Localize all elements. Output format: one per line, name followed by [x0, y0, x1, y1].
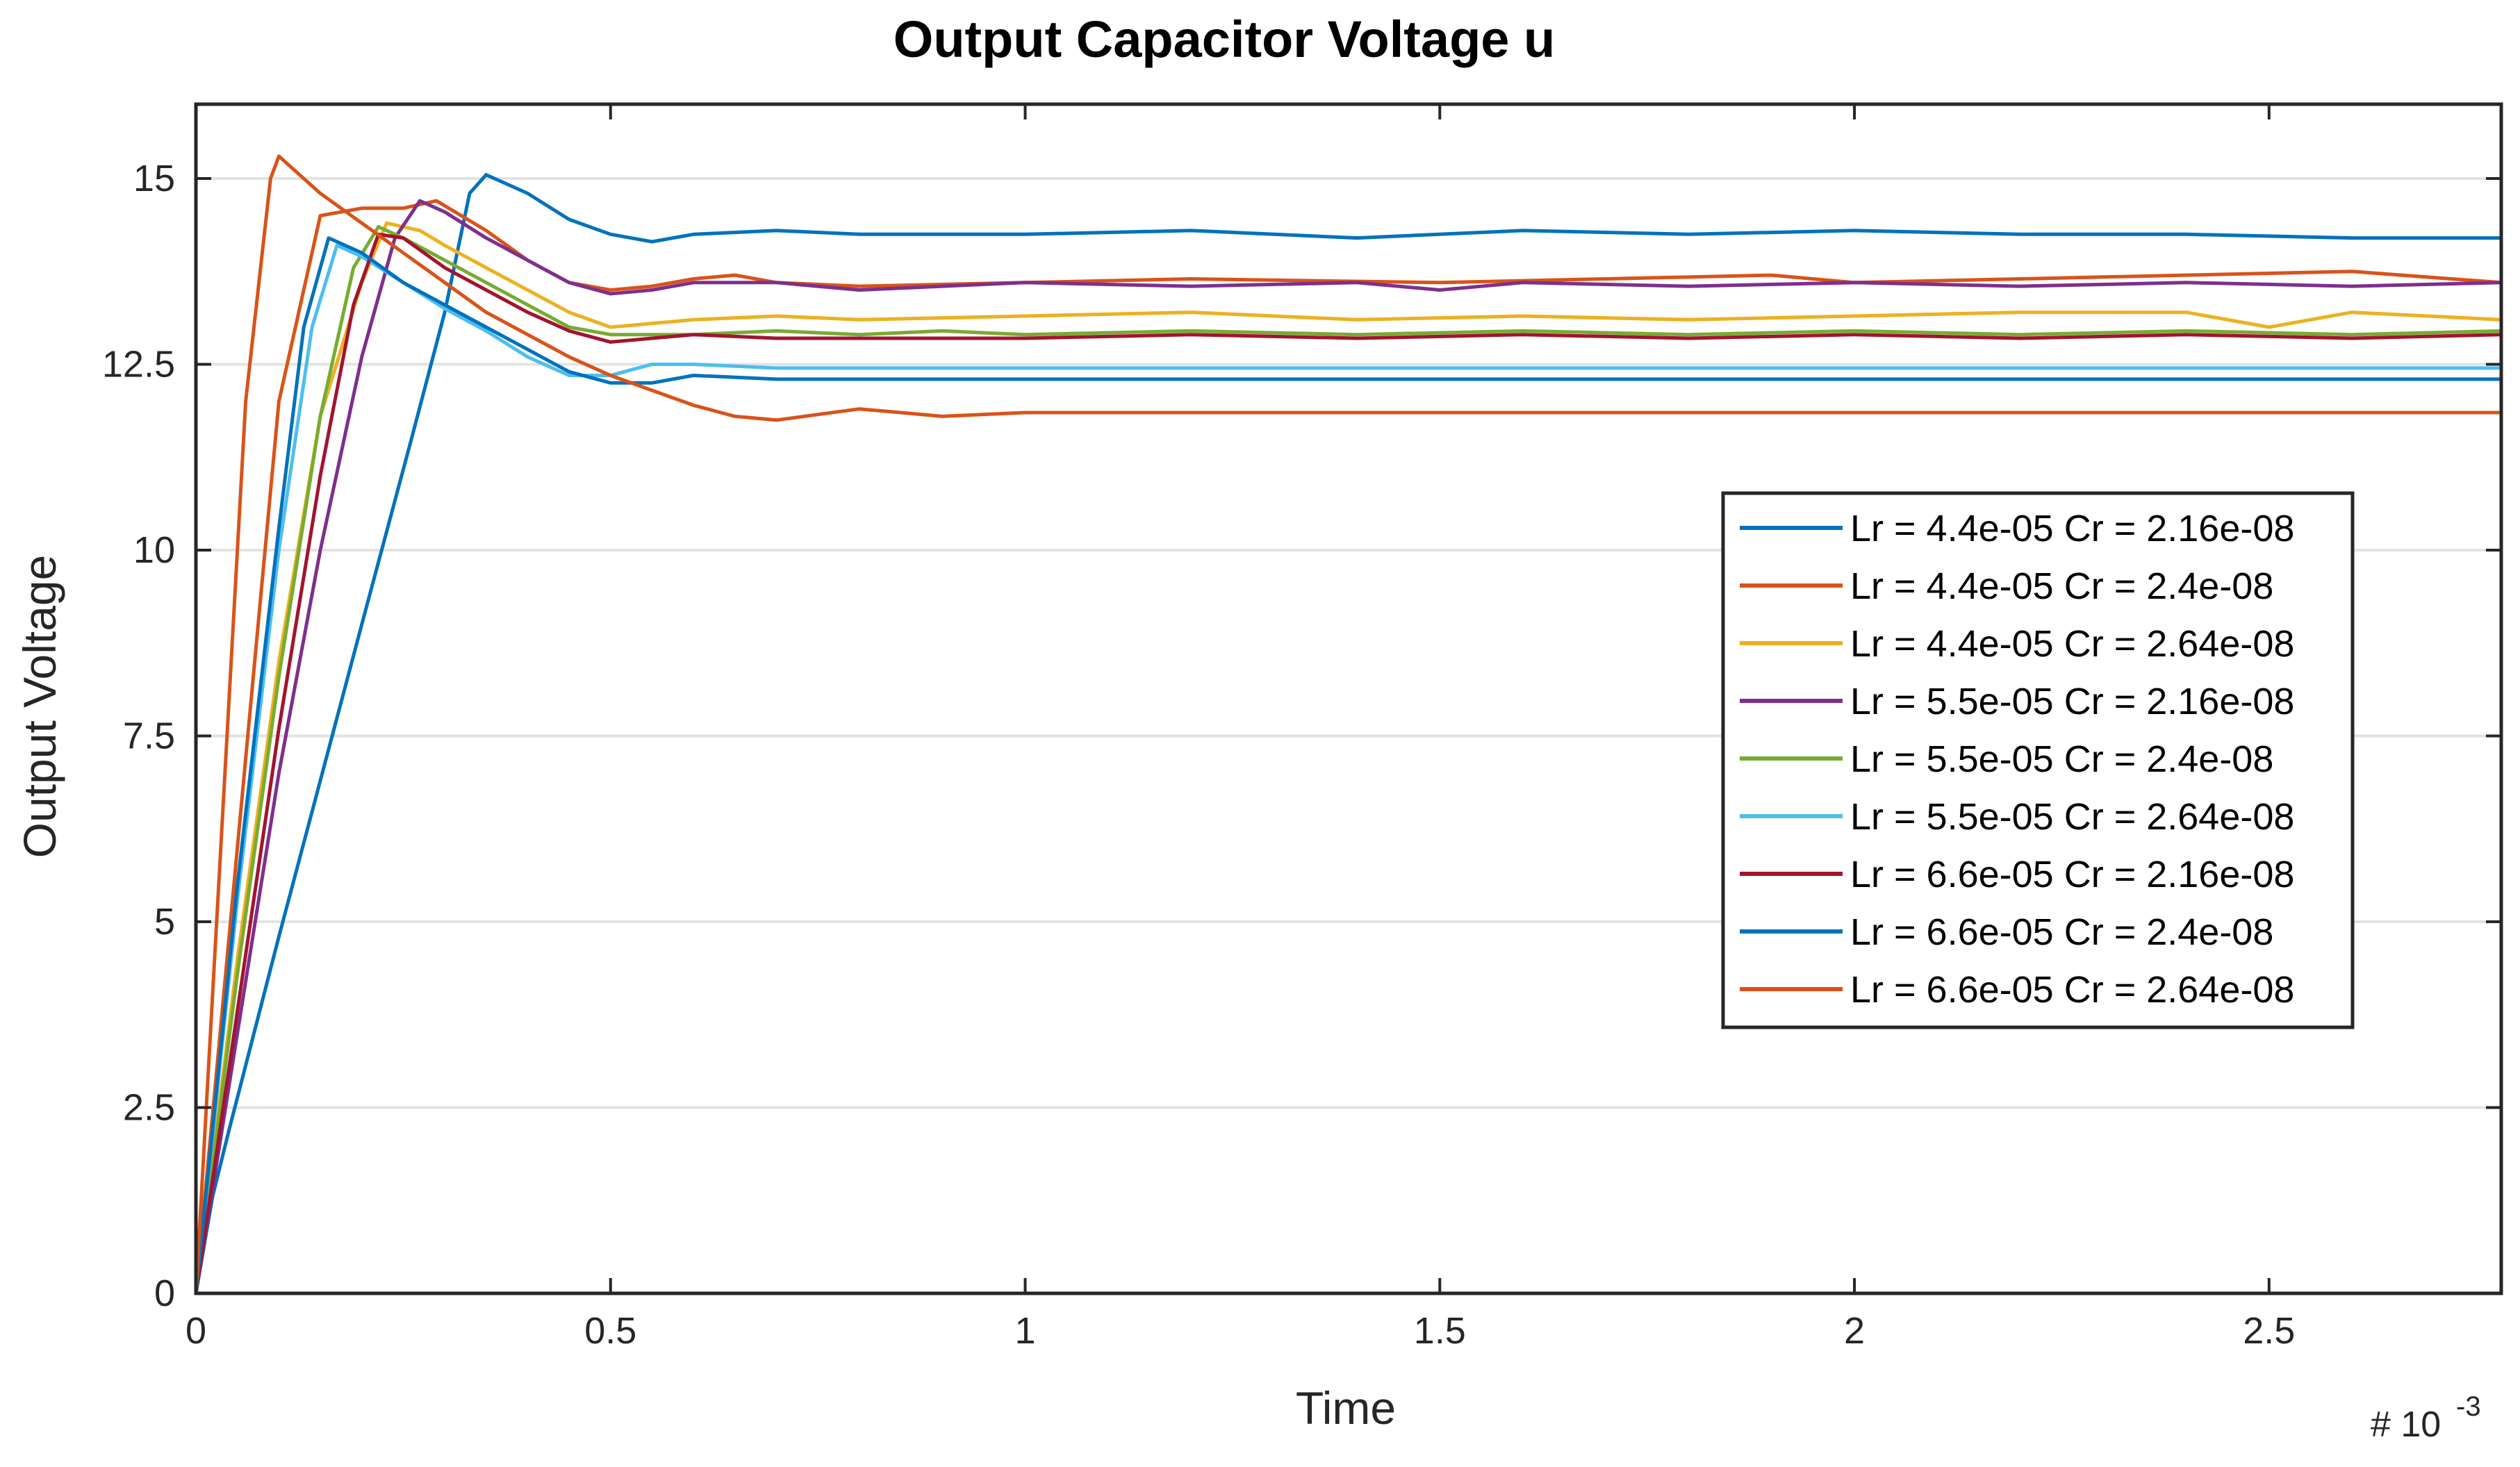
- y-tick-label: 0: [154, 1273, 175, 1314]
- legend: Lr = 4.4e-05 Cr = 2.16e-08 Lr = 4.4e-05 C…: [1721, 491, 2355, 1029]
- x-tick-label: 1.5: [1414, 1310, 1466, 1352]
- x-tick-label: 2.5: [2243, 1310, 2295, 1352]
- axis-ticks: 0 0.5 1 1.5 2 2.5 0 2.5 5 7.5 10 12.5 15: [102, 104, 2501, 1352]
- x-axis-exponent-base: # 10: [2371, 1404, 2441, 1445]
- x-tick-label: 2: [1844, 1310, 1865, 1352]
- legend-entry-label: Lr = 4.4e-05 Cr = 2.4e-08: [1850, 565, 2273, 607]
- chart-title: Output Capacitor Voltage u: [893, 10, 1555, 68]
- series-line-9: [194, 154, 2501, 1294]
- y-tick-label: 5: [154, 901, 175, 943]
- y-axis-label: Output Voltage: [14, 555, 65, 859]
- legend-entry-label: Lr = 5.5e-05 Cr = 2.4e-08: [1850, 738, 2273, 780]
- y-tick-label: 7.5: [123, 715, 175, 757]
- legend-entry-label: Lr = 6.6e-05 Cr = 2.16e-08: [1850, 854, 2294, 895]
- series-line-8: [194, 236, 2501, 1294]
- y-tick-label: 10: [133, 529, 175, 571]
- grid-lines: [196, 177, 2501, 1109]
- x-axis-exponent: # 10 -3: [2371, 1391, 2481, 1445]
- x-axis-label: Time: [1296, 1382, 1396, 1434]
- series-line-7: [194, 232, 2502, 1294]
- legend-entry-label: Lr = 4.4e-05 Cr = 2.64e-08: [1850, 623, 2294, 665]
- y-tick-label: 15: [133, 158, 175, 199]
- series-line-4: [194, 199, 2502, 1294]
- legend-entry-label: Lr = 5.5e-05 Cr = 2.64e-08: [1850, 796, 2294, 838]
- series-line-1: [194, 173, 2501, 1294]
- y-tick-label: 2.5: [123, 1087, 175, 1129]
- x-axis-exponent-power: -3: [2456, 1391, 2481, 1422]
- legend-entry-label: Lr = 4.4e-05 Cr = 2.16e-08: [1850, 508, 2294, 549]
- x-tick-label: 1: [1015, 1310, 1036, 1352]
- x-tick-label: 0: [186, 1310, 206, 1352]
- legend-entry-label: Lr = 6.6e-05 Cr = 2.4e-08: [1850, 911, 2273, 953]
- legend-entry-label: Lr = 6.6e-05 Cr = 2.64e-08: [1850, 969, 2294, 1011]
- series-line-6: [194, 243, 2501, 1294]
- series-line-5: [194, 225, 2502, 1294]
- series-lines: [194, 154, 2502, 1294]
- legend-entry-label: Lr = 5.5e-05 Cr = 2.16e-08: [1850, 681, 2294, 722]
- x-tick-label: 0.5: [584, 1310, 636, 1352]
- y-tick-label: 12.5: [102, 344, 175, 386]
- plot-frame: [194, 102, 2503, 1295]
